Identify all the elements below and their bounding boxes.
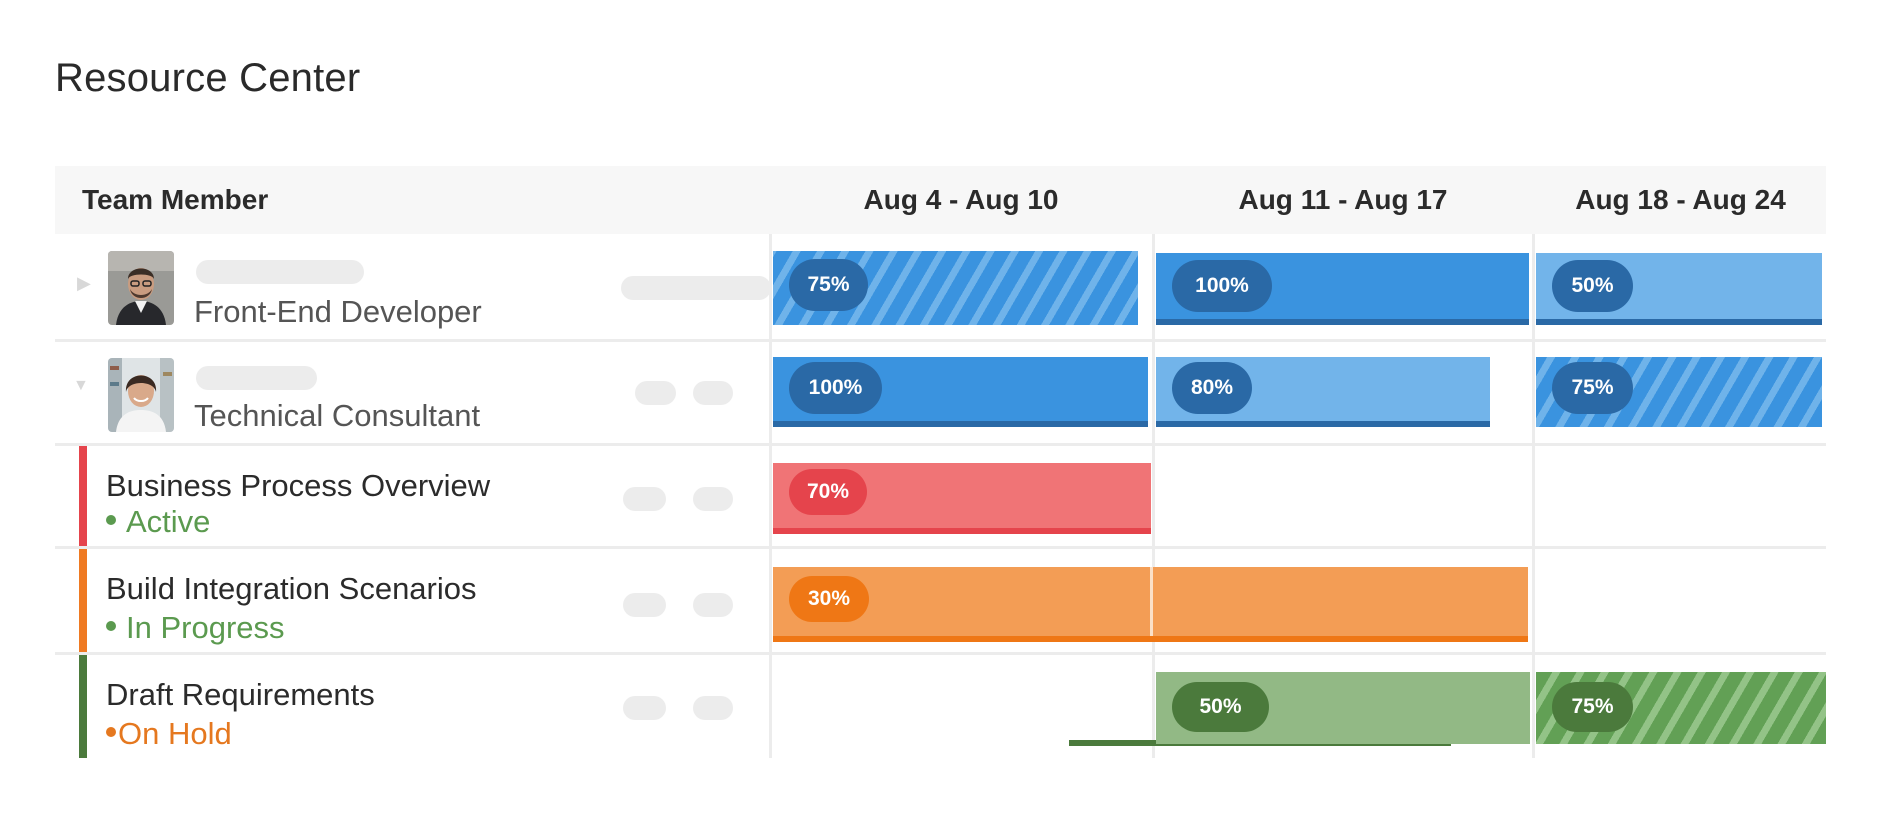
task-accent (79, 655, 87, 758)
detail-placeholder (621, 276, 771, 300)
detail-placeholder (693, 487, 733, 511)
name-placeholder (196, 366, 317, 390)
chevron-down-icon[interactable]: ▼ (73, 377, 89, 394)
task-accent (79, 549, 87, 652)
allocation-bar[interactable]: 70% (773, 463, 1151, 534)
task-accent (79, 446, 87, 546)
detail-placeholder (693, 696, 733, 720)
allocation-badge: 100% (1172, 260, 1272, 312)
allocation-badge: 50% (1552, 260, 1633, 312)
allocation-badge: 100% (789, 362, 882, 414)
allocation-bar[interactable]: 100% (773, 357, 1148, 427)
allocation-badge: 30% (789, 576, 869, 622)
column-divider (769, 234, 772, 758)
status-dot-icon (106, 620, 116, 631)
task-row[interactable]: Draft Requirements On Hold 50% 75% (55, 655, 1826, 758)
week-header-3: Aug 18 - Aug 24 (1575, 184, 1786, 215)
detail-placeholder (635, 381, 676, 405)
name-placeholder (196, 260, 364, 284)
member-row[interactable]: ▶ Front-End Developer 75% 100% (55, 234, 1826, 339)
member-row[interactable]: ▼ Technical Consultant 100% (55, 342, 1826, 443)
detail-placeholder (623, 487, 666, 511)
team-member-column-header: Team Member (82, 184, 269, 215)
row-divider (55, 443, 1826, 446)
avatar (108, 358, 174, 432)
member-role: Technical Consultant (194, 398, 481, 433)
task-row[interactable]: Business Process Overview Active 70% (55, 446, 1826, 546)
task-name: Build Integration Scenarios (106, 571, 477, 606)
allocation-badge: 80% (1172, 362, 1252, 414)
page-title: Resource Center (55, 56, 361, 100)
status-badge: On Hold (106, 716, 232, 752)
row-divider (55, 546, 1826, 549)
detail-placeholder (623, 593, 666, 617)
allocation-bar[interactable]: 75% (1536, 672, 1826, 744)
member-role: Front-End Developer (194, 294, 482, 329)
allocation-bar[interactable]: 50% (1536, 253, 1822, 325)
column-divider (1152, 234, 1155, 758)
allocation-badge: 75% (1552, 362, 1633, 414)
allocation-bar[interactable]: 50% (1156, 672, 1530, 744)
week-header-1: Aug 4 - Aug 10 (863, 184, 1059, 215)
allocation-bar[interactable]: 75% (773, 251, 1138, 325)
allocation-bar[interactable]: 80% (1156, 357, 1490, 427)
status-dot-icon (106, 514, 116, 525)
allocation-badge: 75% (1552, 682, 1633, 732)
allocation-bar[interactable]: 75% (1536, 357, 1822, 427)
resource-grid: Team Member Aug 4 - Aug 10 Aug 11 - Aug … (55, 166, 1826, 758)
week-header-2: Aug 11 - Aug 17 (1238, 184, 1448, 215)
detail-placeholder (693, 381, 733, 405)
task-name: Business Process Overview (106, 468, 491, 503)
allocation-bar[interactable]: 30% (773, 567, 1528, 642)
allocation-badge: 50% (1172, 682, 1269, 732)
avatar (108, 251, 174, 325)
row-divider (55, 339, 1826, 342)
chevron-right-icon[interactable]: ▶ (77, 273, 91, 293)
task-row[interactable]: Build Integration Scenarios In Progress … (55, 549, 1826, 652)
detail-placeholder (623, 696, 666, 720)
allocation-badge: 70% (789, 469, 867, 515)
status-dot-icon (106, 726, 116, 737)
grid-header: Team Member Aug 4 - Aug 10 Aug 11 - Aug … (55, 166, 1826, 234)
allocation-bar[interactable]: 100% (1156, 253, 1529, 325)
status-badge: In Progress (106, 610, 285, 646)
row-divider (55, 652, 1826, 655)
detail-placeholder (693, 593, 733, 617)
task-name: Draft Requirements (106, 677, 375, 712)
allocation-badge: 75% (789, 259, 868, 311)
column-divider (1532, 234, 1535, 758)
status-badge: Active (106, 504, 210, 540)
